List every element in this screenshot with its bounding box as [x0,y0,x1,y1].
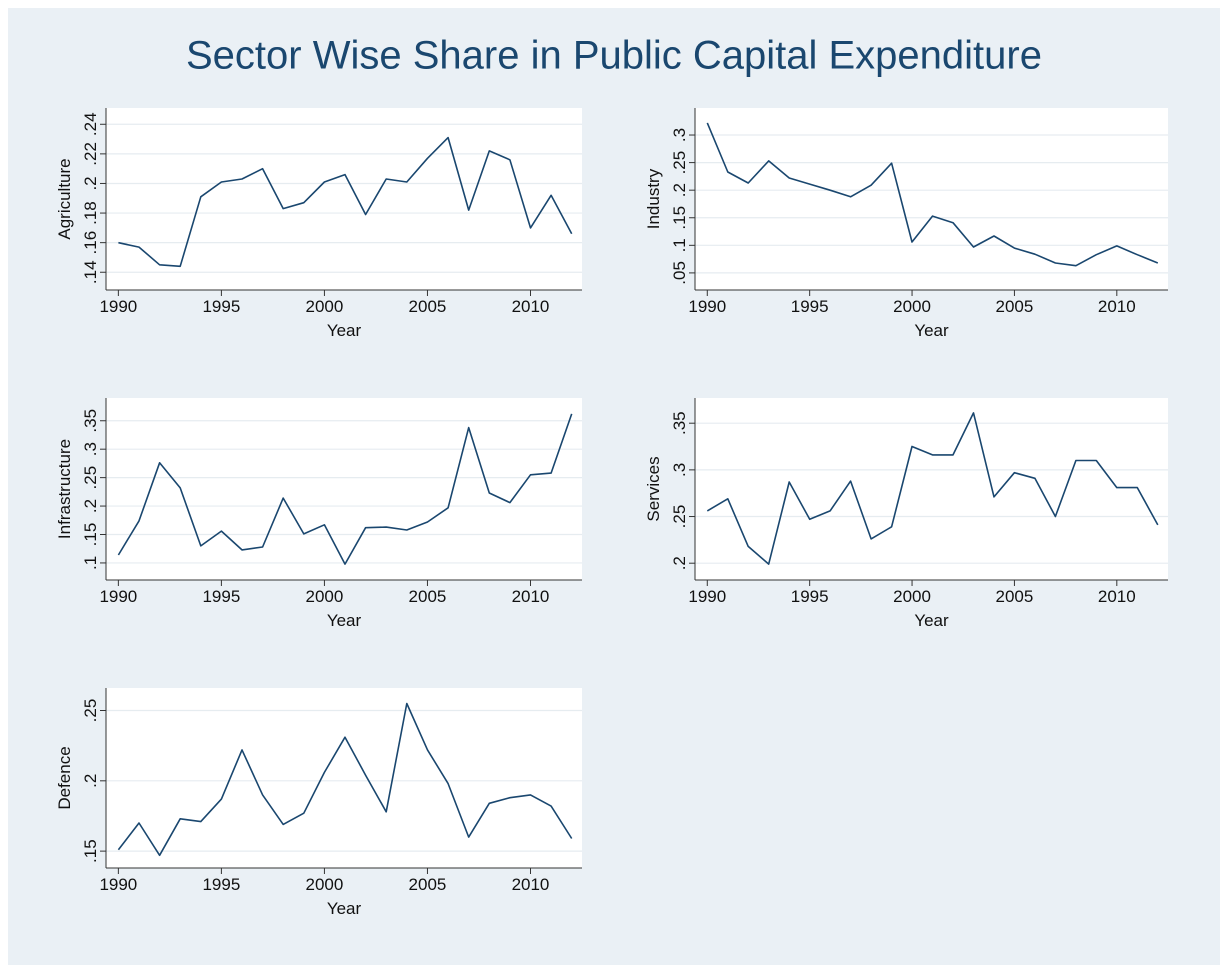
x-axis-label: Year [327,321,362,340]
series-line [117,702,573,857]
x-tick-label: 1990 [688,297,726,316]
y-tick-label: .2 [670,556,689,570]
x-tick-label: 2010 [512,875,550,894]
x-tick-label: 1995 [202,875,240,894]
x-axis-label: Year [914,611,949,630]
x-tick-label: 2000 [306,587,344,606]
x-tick-label: 2000 [306,875,344,894]
y-tick-label: .15 [81,839,100,863]
x-tick-label: 2000 [306,297,344,316]
y-tick-label: .3 [670,463,689,477]
x-tick-label: 2005 [409,297,447,316]
x-tick-label: 2005 [996,297,1034,316]
y-axis-label: Defence [55,746,74,809]
x-axis-label: Year [327,899,362,918]
y-axis-label: Infrastructure [55,439,74,539]
y-tick-label: .35 [670,411,689,435]
x-tick-label: 2010 [512,297,550,316]
y-axis-label: Services [644,456,663,521]
y-tick-label: .2 [81,774,100,788]
x-tick-label: 1990 [688,587,726,606]
y-axis-label: Agriculture [55,158,74,239]
x-tick-label: 2010 [512,587,550,606]
y-tick-label: .25 [81,466,100,490]
y-tick-label: .1 [670,238,689,252]
y-tick-label: .2 [81,176,100,190]
y-tick-label: .14 [81,260,100,284]
y-tick-label: .05 [670,261,689,285]
x-tick-label: 1995 [202,297,240,316]
x-tick-label: 1990 [99,297,137,316]
x-tick-label: 1995 [791,297,829,316]
y-tick-label: .25 [670,505,689,529]
series-line [706,412,1159,565]
y-tick-label: .1 [81,556,100,570]
x-tick-label: 2010 [1098,297,1136,316]
x-tick-label: 2005 [409,875,447,894]
y-tick-label: .22 [81,142,100,166]
y-tick-label: .25 [670,151,689,175]
x-axis-label: Year [914,321,949,340]
x-tick-label: 2010 [1098,587,1136,606]
chart-title: Sector Wise Share in Public Capital Expe… [186,34,1042,78]
series-line [706,122,1159,267]
x-tick-label: 2000 [893,587,931,606]
series-line [117,413,573,565]
x-tick-label: 2005 [996,587,1034,606]
plot-area [695,108,1168,290]
y-tick-label: .25 [81,699,100,723]
plot-area [106,108,582,290]
y-tick-label: .15 [670,206,689,230]
y-tick-label: .35 [81,409,100,433]
x-tick-label: 1990 [99,875,137,894]
y-tick-label: .24 [81,112,100,136]
x-tick-label: 2000 [893,297,931,316]
y-tick-label: .3 [81,442,100,456]
y-tick-label: .2 [670,183,689,197]
plot-area [695,398,1168,580]
series-line [118,136,573,268]
plot-area [106,688,582,868]
y-tick-label: .2 [81,499,100,513]
y-axis-label: Industry [644,168,663,229]
y-tick-label: .18 [81,201,100,225]
x-axis-label: Year [327,611,362,630]
x-tick-label: 1995 [202,587,240,606]
x-tick-label: 1995 [791,587,829,606]
y-tick-label: .16 [81,231,100,255]
x-tick-label: 1990 [99,587,137,606]
plot-area [106,398,582,580]
y-tick-label: .3 [670,128,689,142]
y-tick-label: .15 [81,523,100,547]
x-tick-label: 2005 [409,587,447,606]
